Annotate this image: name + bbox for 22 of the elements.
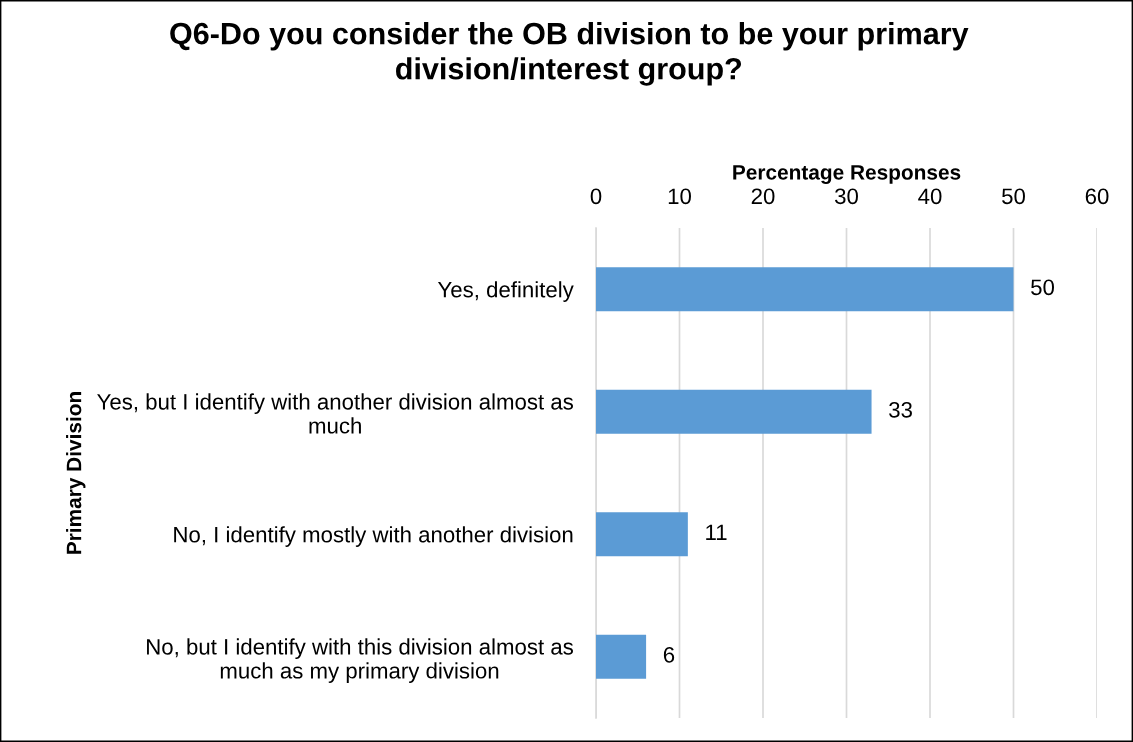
y-tick-label: Yes, definitely xyxy=(437,281,574,302)
x-tick-label: 40 xyxy=(918,188,942,205)
x-tick-label: 20 xyxy=(751,188,775,205)
bar xyxy=(596,389,872,434)
x-tick-label: 30 xyxy=(834,188,858,205)
chart-title: Q6-Do you consider the OB division to be your primary division/interest group? xyxy=(170,22,969,86)
y-tick-label: Yes, but I identify with another division almost as much xyxy=(97,393,573,434)
bar xyxy=(596,634,647,679)
data-label: 6 xyxy=(663,646,675,663)
bar xyxy=(596,512,688,557)
y-axis-title: Primary Division xyxy=(66,392,86,554)
data-label: 50 xyxy=(1031,279,1055,296)
bar xyxy=(596,267,1014,312)
data-label: 11 xyxy=(706,524,727,540)
y-tick-label: No, I identify mostly with another division xyxy=(174,526,573,547)
y-tick-label: No, but I identify with this division almost as much as my primary division xyxy=(147,638,573,683)
x-tick-label: 0 xyxy=(590,188,602,205)
x-axis-title: Percentage Responses xyxy=(733,165,961,184)
x-tick-label: 60 xyxy=(1085,188,1109,205)
x-tick-label: 50 xyxy=(1002,188,1025,205)
data-label: 33 xyxy=(889,401,912,418)
x-tick-label: 10 xyxy=(668,188,691,205)
